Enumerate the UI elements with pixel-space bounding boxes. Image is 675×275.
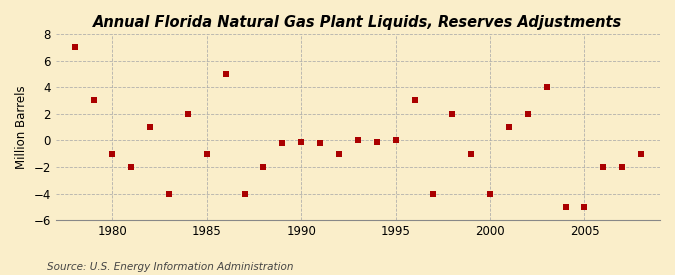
- Point: [107, 152, 118, 156]
- Point: [466, 152, 477, 156]
- Point: [333, 152, 344, 156]
- Point: [560, 205, 571, 209]
- Point: [504, 125, 514, 129]
- Point: [126, 165, 137, 169]
- Point: [88, 98, 99, 103]
- Point: [371, 139, 382, 144]
- Point: [636, 152, 647, 156]
- Point: [258, 165, 269, 169]
- Point: [447, 112, 458, 116]
- Title: Annual Florida Natural Gas Plant Liquids, Reserves Adjustments: Annual Florida Natural Gas Plant Liquids…: [93, 15, 622, 30]
- Point: [617, 165, 628, 169]
- Point: [220, 72, 231, 76]
- Point: [352, 138, 363, 142]
- Point: [428, 191, 439, 196]
- Point: [277, 141, 288, 145]
- Point: [390, 138, 401, 142]
- Point: [201, 152, 212, 156]
- Y-axis label: Million Barrels: Million Barrels: [15, 85, 28, 169]
- Point: [182, 112, 193, 116]
- Point: [70, 45, 80, 50]
- Point: [579, 205, 590, 209]
- Point: [145, 125, 156, 129]
- Point: [522, 112, 533, 116]
- Point: [541, 85, 552, 89]
- Point: [598, 165, 609, 169]
- Point: [163, 191, 174, 196]
- Point: [296, 139, 306, 144]
- Point: [315, 141, 325, 145]
- Point: [239, 191, 250, 196]
- Point: [409, 98, 420, 103]
- Text: Source: U.S. Energy Information Administration: Source: U.S. Energy Information Administ…: [47, 262, 294, 272]
- Point: [485, 191, 495, 196]
